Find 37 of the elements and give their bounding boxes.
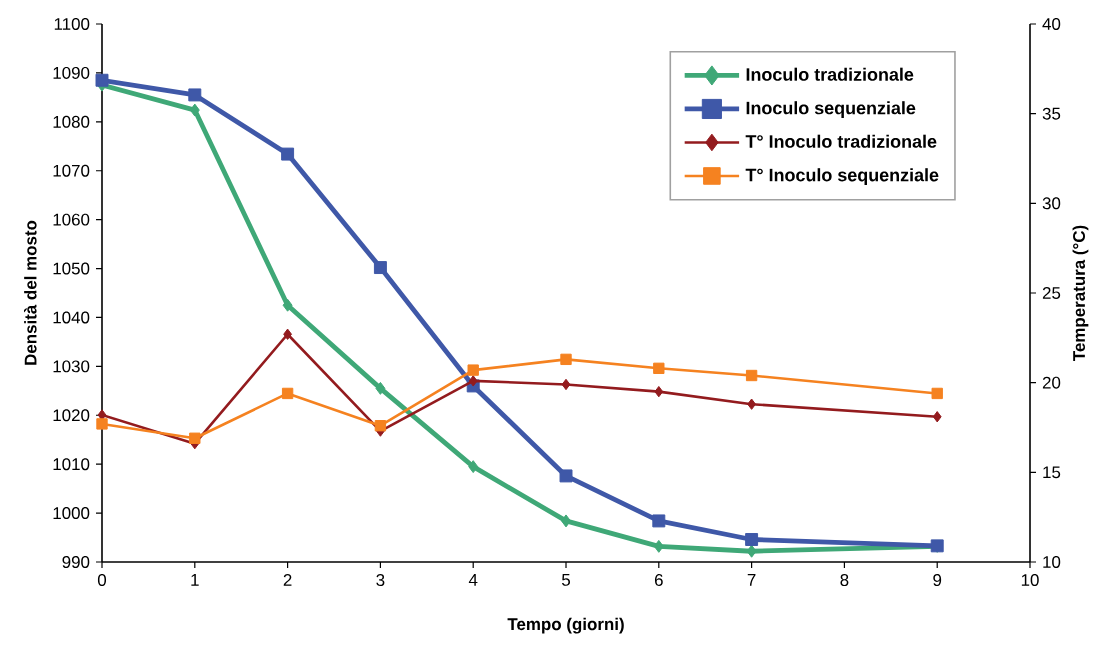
y2-tick-label: 10 <box>1043 556 1061 568</box>
x-tick-label: 9 <box>933 574 942 587</box>
x-tick-label: 3 <box>376 574 385 587</box>
x-tick-label: 7 <box>747 574 756 586</box>
y-tick-label: 1090 <box>53 66 90 79</box>
y2-tick-label: 35 <box>1042 107 1061 120</box>
x-tick-label: 1 <box>191 574 199 586</box>
y-tick-label: 1070 <box>53 164 90 177</box>
y-tick-label: 990 <box>62 556 90 568</box>
legend-label: T° Inoculo tradizionale <box>745 134 937 148</box>
x-tick-label: 2 <box>283 574 292 586</box>
y2-tick-label: 15 <box>1043 466 1061 479</box>
legend-label: T° Inoculo sequenziale <box>745 168 939 185</box>
y-axis-title: Densità del mosto <box>23 220 37 365</box>
y2-axis-title: Temperatura (°C) <box>1072 225 1089 361</box>
y-tick-label: 1000 <box>53 507 90 520</box>
legend-label: Inoculo sequenziale <box>746 101 916 118</box>
y-tick-label: 1060 <box>53 213 90 226</box>
y-tick-label: 1010 <box>53 458 90 471</box>
y-tick-label: 1030 <box>53 360 90 373</box>
legend-label: Inoculo tradizionale <box>746 67 914 81</box>
x-tick-label: 4 <box>468 574 478 586</box>
y2-tick-label: 30 <box>1042 197 1061 210</box>
x-tick-label: 0 <box>97 574 107 587</box>
y2-tick-label: 25 <box>1042 287 1061 299</box>
x-tick-label: 6 <box>654 574 663 587</box>
y-tick-label: 1050 <box>53 262 90 275</box>
y-tick-label: 1040 <box>53 311 90 324</box>
y2-tick-label: 40 <box>1042 18 1061 30</box>
y-tick-label: 1100 <box>54 18 90 30</box>
y2-tick-label: 20 <box>1042 376 1061 389</box>
x-tick-label: 5 <box>561 574 571 586</box>
y-tick-label: 1080 <box>53 115 90 128</box>
x-tick-label: 10 <box>1021 574 1039 587</box>
x-axis-title: Tempo (giorni) <box>507 617 624 634</box>
y-tick-label: 1020 <box>53 409 90 422</box>
x-tick-label: 8 <box>840 574 849 587</box>
